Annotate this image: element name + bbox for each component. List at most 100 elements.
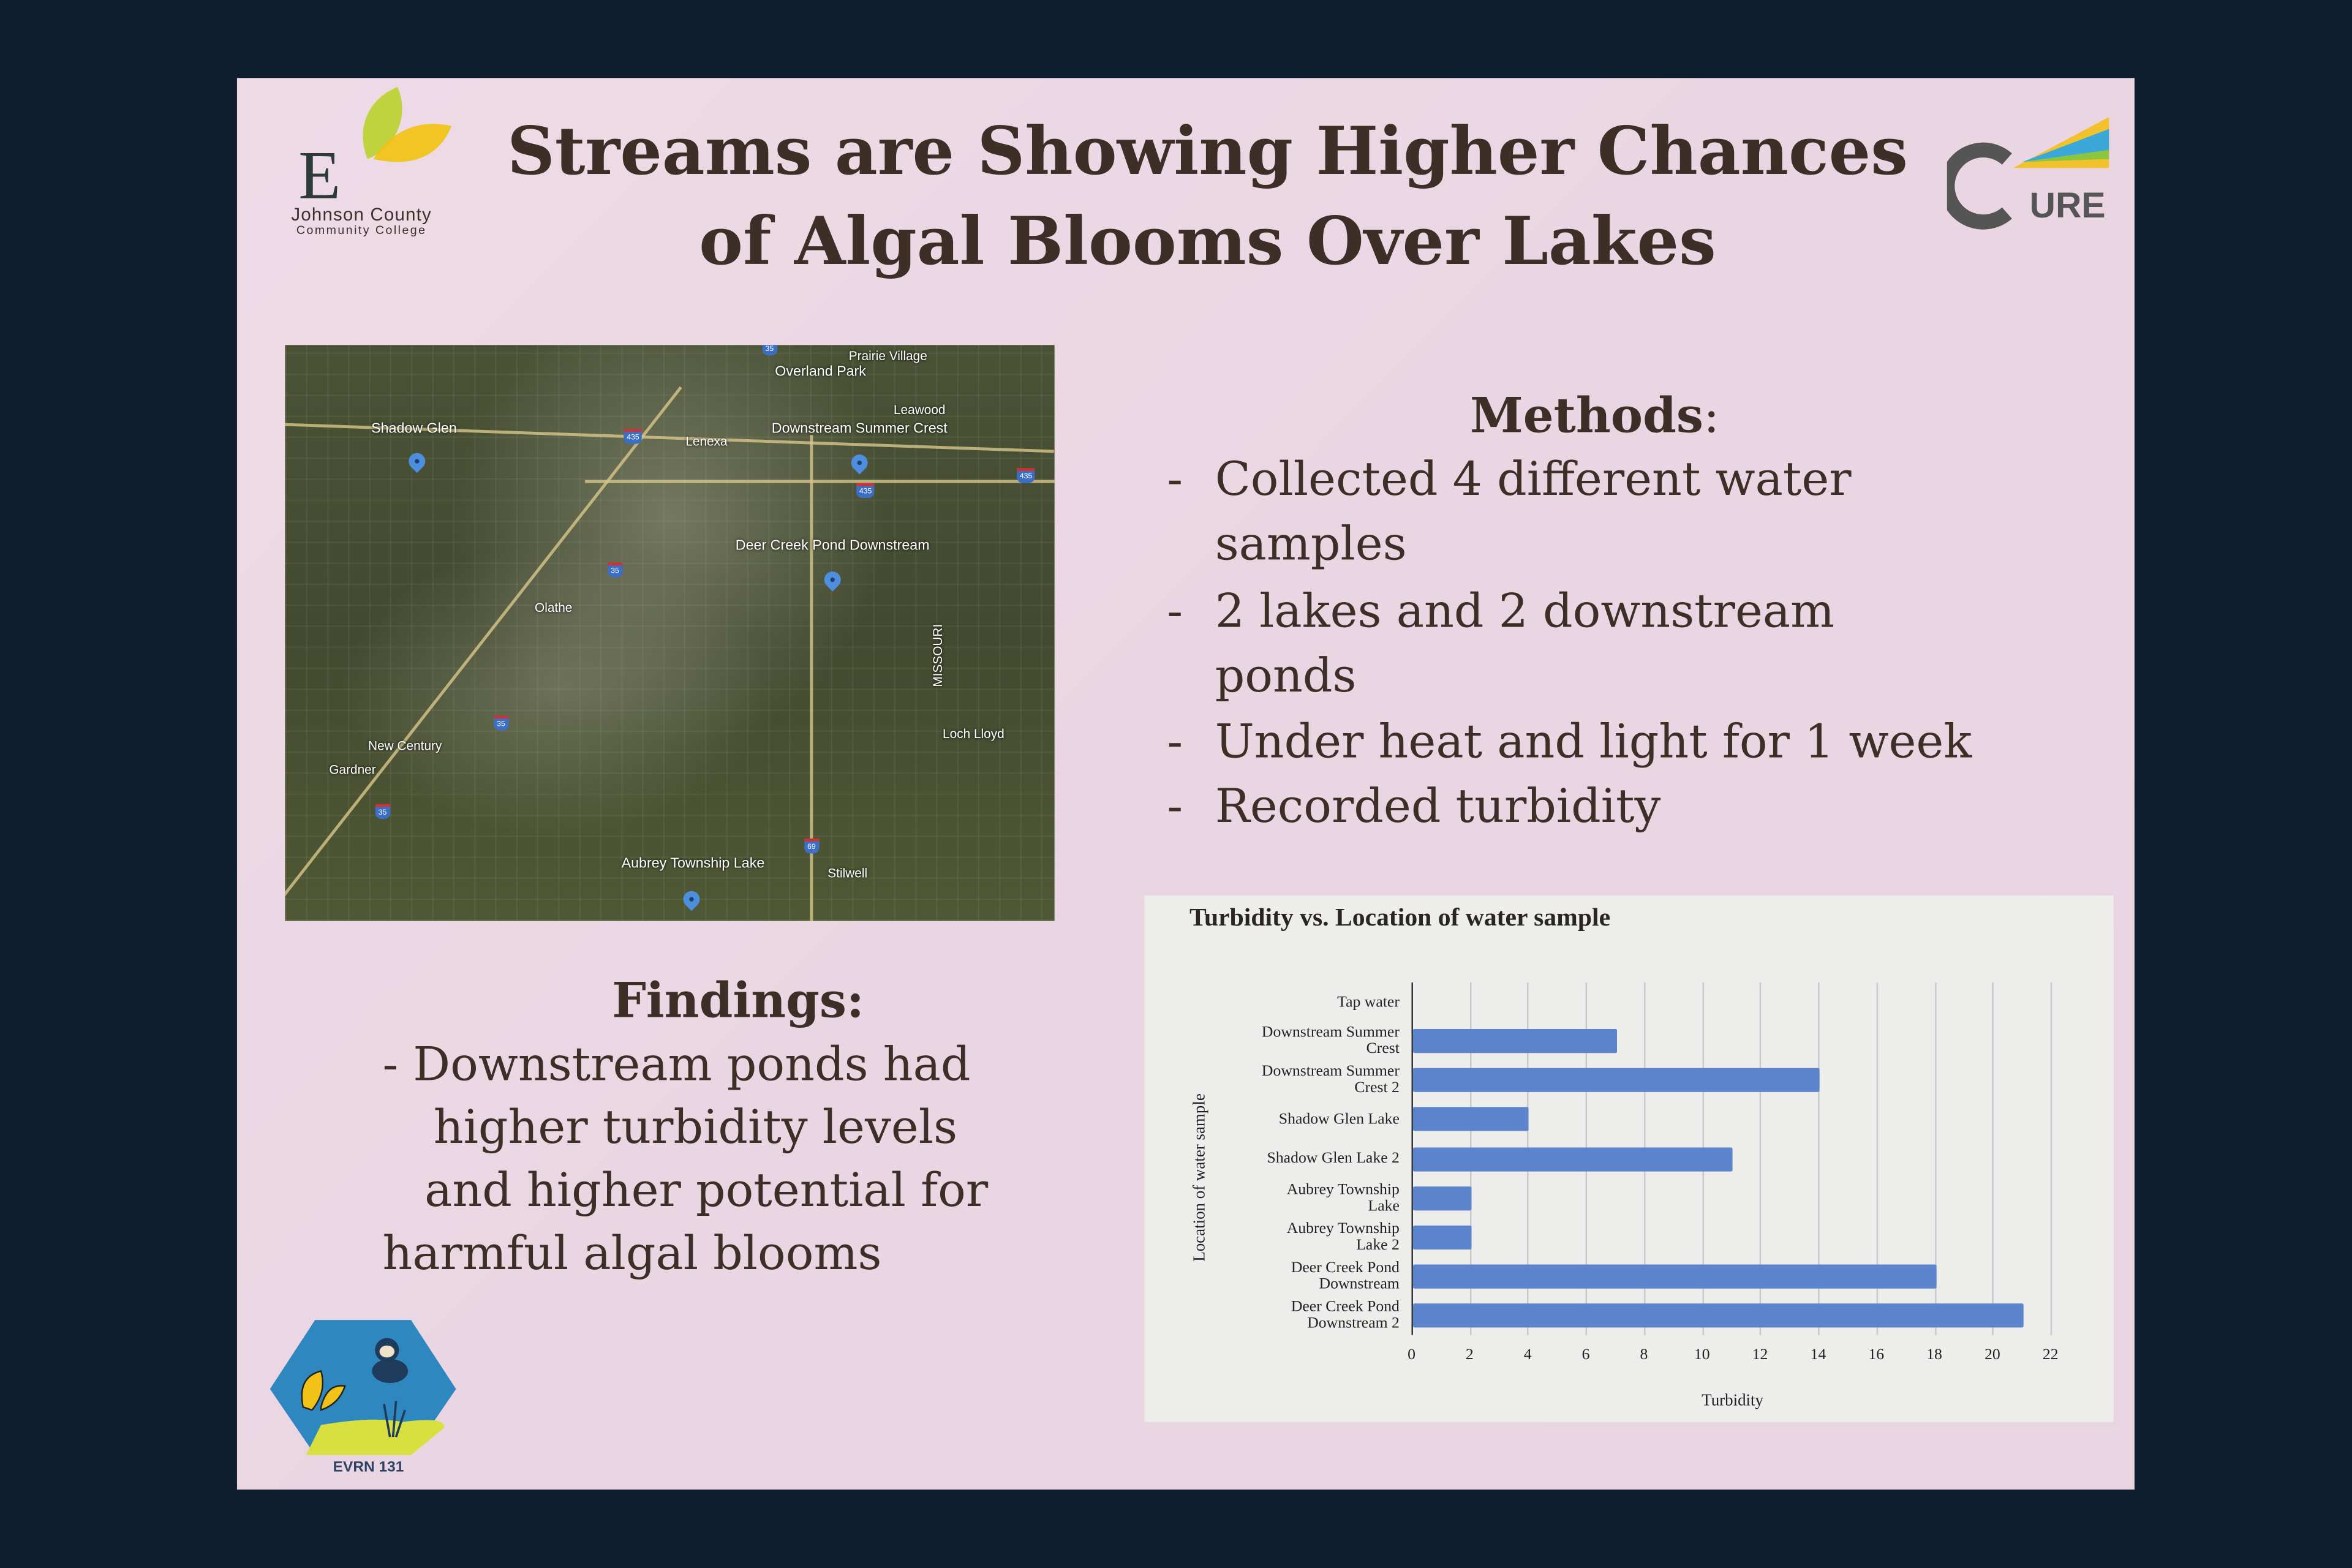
chart-x-tick: 10 xyxy=(1694,1347,1710,1364)
chart-category-text: Downstream Summer xyxy=(1261,1025,1400,1041)
chart-x-tick: 0 xyxy=(1408,1347,1415,1364)
map-label: Loch Lloyd xyxy=(943,726,1005,741)
methods-line: Recorded turbidity xyxy=(1215,780,1661,834)
chart-category-label: Deer Creek Pond Downstream xyxy=(1205,1260,1400,1293)
map-label: Deer Creek Pond Downstream xyxy=(735,537,930,554)
chart-category-text: Deer Creek Pond xyxy=(1291,1298,1400,1316)
chart-gridline xyxy=(2050,982,2052,1335)
chart-category-text: Crest 2 xyxy=(1354,1080,1400,1097)
leaf-logo-icon: E xyxy=(298,87,452,213)
chart-x-tick: 22 xyxy=(2042,1347,2059,1364)
highway-shield-icon: 35 xyxy=(608,562,622,578)
svg-text:E: E xyxy=(298,137,341,213)
methods-bullet: - xyxy=(1167,585,1183,639)
chart-x-tick: 16 xyxy=(1868,1347,1885,1364)
chart-category-label: Aubrey Township Lake xyxy=(1205,1182,1400,1215)
chart-category-label: Deer Creek Pond Downstream 2 xyxy=(1205,1299,1400,1332)
map-label: Gardner xyxy=(329,762,376,777)
map-label: Aubrey Township Lake xyxy=(621,856,765,873)
map-label: Shadow Glen xyxy=(371,420,457,437)
chart-x-tick: 20 xyxy=(1985,1347,2000,1364)
chart-x-tick: 12 xyxy=(1752,1347,1768,1364)
chart-category-text: Tap water xyxy=(1337,993,1400,1011)
highway-shield-icon: 435 xyxy=(1017,468,1036,483)
findings-line: harmful algal blooms xyxy=(382,1227,882,1281)
map-label: Prairie Village xyxy=(848,348,927,363)
chart-x-tick: 18 xyxy=(1926,1347,1942,1364)
map-label: Stilwell xyxy=(827,865,868,881)
chart-bar xyxy=(1412,1068,1820,1093)
chart-x-tick: 2 xyxy=(1465,1347,1474,1364)
methods-line: Collected 4 different water xyxy=(1215,453,1852,507)
chart-category-text: Downstream Summer xyxy=(1261,1063,1400,1080)
findings-line: higher turbidity levels xyxy=(433,1101,958,1155)
chart-gridline xyxy=(1760,982,1762,1335)
chart-category-text: Lake xyxy=(1368,1197,1400,1215)
cure-logo: URE xyxy=(1939,108,2120,231)
chart-xlabel: Turbidity xyxy=(1702,1392,1764,1411)
chart-x-tick: 4 xyxy=(1523,1347,1532,1364)
chart-bar xyxy=(1412,1303,2023,1328)
map-pin-icon[interactable] xyxy=(405,450,429,473)
course-badge xyxy=(267,1317,459,1458)
chart-gridline xyxy=(1934,982,1936,1335)
chart-gridline xyxy=(1992,982,1994,1335)
map-label: Lenexa xyxy=(685,433,728,449)
map-pin-icon[interactable] xyxy=(679,888,704,911)
chart-category-text: Crest xyxy=(1366,1041,1400,1058)
satellite-map: Prairie Village Overland Park Leawood Shado… xyxy=(285,345,1055,921)
methods-colon: : xyxy=(1703,386,1720,444)
highway-shield-icon: 35 xyxy=(494,715,508,731)
cure-triangle-icon xyxy=(1939,117,2109,230)
findings-line: and higher potential for xyxy=(424,1164,989,1218)
chart-bar xyxy=(1412,1029,1616,1054)
chart-x-tick: 14 xyxy=(1810,1347,1826,1364)
poster-title-line-1: Streams are Showing Higher Chances xyxy=(507,114,1908,191)
highway-shield-icon: 435 xyxy=(624,429,643,444)
chart-y-axis xyxy=(1411,982,1413,1335)
methods-line: ponds xyxy=(1215,649,1357,704)
chart-title: Turbidity vs. Location of water sample xyxy=(1189,903,1611,932)
poster-title-line-2: of Algal Blooms Over Lakes xyxy=(699,204,1716,281)
hexagon-wildlife-icon xyxy=(270,1320,456,1455)
chart-bar xyxy=(1412,1186,1471,1210)
chart-x-tick: 8 xyxy=(1640,1347,1648,1364)
chart-category-label: Shadow Glen Lake 2 xyxy=(1205,1150,1400,1167)
chart-category-text: Downstream xyxy=(1319,1276,1400,1293)
chart-category-text: Lake 2 xyxy=(1356,1237,1400,1254)
chart-category-text: Downstream 2 xyxy=(1307,1315,1400,1332)
chart-category-label: Shadow Glen Lake xyxy=(1205,1111,1400,1128)
map-pin-icon[interactable] xyxy=(848,451,872,475)
chart-category-label: Downstream Summer Crest 2 xyxy=(1205,1064,1400,1097)
highway-shield-icon: 69 xyxy=(804,838,819,854)
map-label: Overland Park xyxy=(775,363,866,380)
chart-bar xyxy=(1412,1107,1529,1132)
findings-line: - Downstream ponds had xyxy=(382,1038,971,1092)
college-name: Johnson County xyxy=(291,204,432,225)
map-label: MISSOURI xyxy=(930,624,945,687)
college-logo: E Johnson County Community College xyxy=(247,84,475,240)
map-label: Olathe xyxy=(535,600,573,616)
methods-bullet: - xyxy=(1167,780,1183,834)
cure-text: URE xyxy=(2029,186,2106,227)
chart-category-text: Aubrey Township xyxy=(1286,1220,1400,1237)
methods-line: 2 lakes and 2 downstream xyxy=(1215,585,1835,639)
map-label: Downstream Summer Crest xyxy=(771,420,948,437)
chart-gridline xyxy=(1818,982,1820,1335)
highway-shield-icon: 35 xyxy=(375,804,390,820)
chart-bar xyxy=(1412,1225,1471,1250)
methods-heading: Methods: xyxy=(1470,387,1719,444)
chart-category-label: Aubrey Township Lake 2 xyxy=(1205,1221,1400,1254)
highway-shield-icon: 435 xyxy=(856,483,875,499)
chart-category-text: Shadow Glen Lake 2 xyxy=(1267,1150,1400,1167)
map-label: New Century xyxy=(368,737,442,753)
chart-category-label: Downstream Summer Crest xyxy=(1205,1025,1400,1058)
methods-bullet: - xyxy=(1167,715,1183,770)
map-pin-icon[interactable] xyxy=(821,568,845,592)
chart-bar xyxy=(1412,1147,1733,1171)
map-label: Leawood xyxy=(893,402,946,417)
methods-heading-text: Methods xyxy=(1470,386,1703,444)
chart-gridline xyxy=(1876,982,1878,1335)
chart-category-text: Aubrey Township xyxy=(1286,1181,1400,1198)
chart-x-tick: 6 xyxy=(1581,1347,1590,1364)
